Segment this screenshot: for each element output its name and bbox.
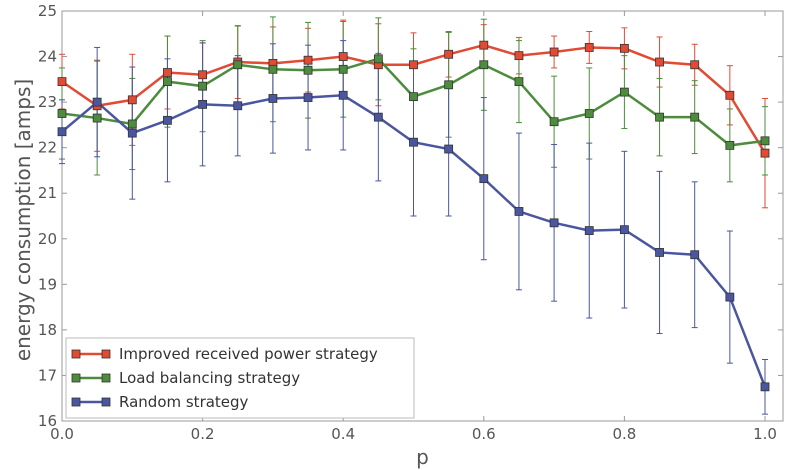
load-balancing-legend-label: Load balancing strategy <box>119 369 300 387</box>
y-tick-label: 23 <box>38 93 57 111</box>
y-tick-label: 21 <box>38 184 57 202</box>
random-marker <box>760 382 770 392</box>
random-marker <box>338 90 348 100</box>
x-tick-label: 1.0 <box>753 425 777 443</box>
improved-power-marker <box>549 47 559 57</box>
random-marker <box>584 226 594 235</box>
y-axis-label: energy consumption [amps] <box>11 79 35 361</box>
load-balancing-marker <box>303 65 313 75</box>
y-tick-label: 16 <box>38 412 57 430</box>
random-marker <box>198 99 208 109</box>
load-balancing-legend-marker <box>71 373 81 383</box>
random-marker <box>303 93 313 102</box>
random-marker <box>409 137 418 147</box>
random-legend-label: Random strategy <box>119 393 249 411</box>
load-balancing-marker <box>409 92 418 102</box>
random-marker <box>92 97 102 107</box>
load-balancing-marker <box>373 54 383 64</box>
load-balancing-marker <box>514 77 524 87</box>
load-balancing-marker <box>57 109 67 118</box>
random-marker <box>57 127 67 137</box>
load-balancing-marker <box>444 80 454 90</box>
load-balancing-marker <box>620 87 629 97</box>
load-balancing-marker <box>479 60 489 70</box>
y-tick-label: 18 <box>38 321 57 339</box>
load-balancing-marker <box>233 60 243 70</box>
improved-power-marker <box>409 60 418 70</box>
x-tick-label: 0.0 <box>50 425 74 443</box>
improved-power-marker <box>655 57 664 67</box>
y-tick-label: 20 <box>38 230 57 248</box>
improved-power-legend-marker <box>101 349 111 359</box>
random-marker <box>549 218 559 228</box>
load-balancing-marker <box>163 77 172 87</box>
improved-power-marker <box>338 52 348 61</box>
improved-power-marker <box>57 77 67 87</box>
x-tick-label: 0.8 <box>612 425 636 443</box>
load-balancing-marker <box>760 136 770 146</box>
x-tick-label: 0.4 <box>331 425 355 443</box>
load-balancing-marker <box>549 117 559 127</box>
load-balancing-legend-marker <box>101 373 111 383</box>
improved-power-marker <box>584 43 594 52</box>
x-axis-label: p <box>416 445 429 469</box>
random-marker <box>620 225 629 235</box>
random-marker <box>163 115 172 125</box>
improved-power-marker <box>163 68 172 77</box>
improved-power-marker <box>690 60 700 70</box>
improved-power-marker <box>127 95 137 105</box>
load-balancing-marker <box>127 119 137 129</box>
legend-box <box>65 337 415 419</box>
random-marker <box>655 248 664 257</box>
improved-power-marker <box>725 90 735 100</box>
improved-power-marker <box>514 51 524 61</box>
y-tick-label: 19 <box>38 275 57 293</box>
load-balancing-marker <box>268 64 278 74</box>
improved-power-marker <box>479 40 489 50</box>
improved-power-marker <box>444 49 454 59</box>
improved-power-marker <box>303 55 313 65</box>
improved-power-marker <box>198 70 208 80</box>
improved-power-marker <box>620 43 629 53</box>
load-balancing-marker <box>338 64 348 74</box>
y-tick-label: 25 <box>38 2 57 20</box>
random-marker <box>725 292 735 302</box>
random-marker <box>514 207 524 216</box>
load-balancing-marker <box>655 112 664 122</box>
axes-layer: 0.0 0.2 0.4 0.6 0.8 1.0 16 17 18 19 20 21 22 23 24 25 <box>38 2 784 443</box>
marker-layer <box>57 40 770 392</box>
random-marker <box>268 94 278 103</box>
load-balancing-marker <box>690 112 700 122</box>
random-marker <box>233 101 243 111</box>
improved-power-legend-marker <box>71 349 81 359</box>
load-balancing-marker <box>198 81 208 91</box>
random-marker <box>690 250 700 260</box>
legend: Improved received power strategy Load bal… <box>65 337 415 419</box>
load-balancing-marker <box>92 113 102 123</box>
plot-frame <box>61 10 784 422</box>
random-legend-marker <box>71 397 81 407</box>
x-tick-label: 0.6 <box>472 425 496 443</box>
load-balancing-marker <box>584 109 594 118</box>
random-marker <box>373 112 383 122</box>
y-tick-label: 17 <box>38 366 57 384</box>
improved-power-marker <box>760 148 770 158</box>
load-balancing-marker <box>725 140 735 150</box>
x-tick-label: 0.2 <box>191 425 215 443</box>
random-marker <box>127 128 137 138</box>
random-marker <box>444 144 454 154</box>
random-marker <box>479 174 489 184</box>
improved-power-legend-label: Improved received power strategy <box>119 345 378 363</box>
random-legend-marker <box>101 397 111 407</box>
y-tick-label: 24 <box>38 48 57 66</box>
y-tick-label: 22 <box>38 139 57 157</box>
